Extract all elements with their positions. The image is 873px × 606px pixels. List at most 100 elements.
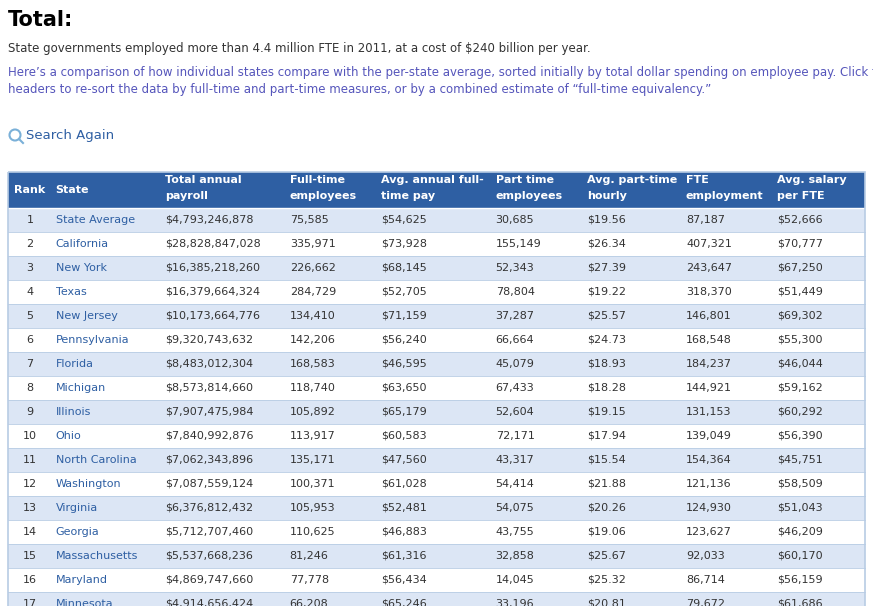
Text: $16,385,218,260: $16,385,218,260	[165, 263, 260, 273]
Text: 79,672: 79,672	[686, 599, 725, 606]
Text: 54,075: 54,075	[496, 503, 534, 513]
Text: $63,650: $63,650	[382, 383, 427, 393]
Text: FTE: FTE	[686, 175, 709, 185]
Text: 72,171: 72,171	[496, 431, 534, 441]
Text: $7,907,475,984: $7,907,475,984	[165, 407, 253, 417]
Text: 92,033: 92,033	[686, 551, 725, 561]
Text: 139,049: 139,049	[686, 431, 732, 441]
Text: $60,292: $60,292	[778, 407, 823, 417]
Text: $46,044: $46,044	[778, 359, 823, 369]
Bar	[8, 208, 865, 232]
Text: Georgia: Georgia	[56, 527, 100, 537]
Text: hourly: hourly	[588, 191, 627, 201]
Text: Texas: Texas	[56, 287, 86, 297]
Text: Search Again: Search Again	[26, 128, 114, 141]
Text: Rank: Rank	[14, 185, 45, 195]
Text: Washington: Washington	[56, 479, 121, 489]
Text: Michigan: Michigan	[56, 383, 106, 393]
Bar	[8, 472, 865, 496]
Text: $68,145: $68,145	[382, 263, 427, 273]
Text: State: State	[56, 185, 89, 195]
Bar	[8, 592, 865, 606]
Text: per FTE: per FTE	[778, 191, 825, 201]
Text: $19.06: $19.06	[588, 527, 626, 537]
Bar	[8, 400, 865, 424]
Text: Here’s a comparison of how individual states compare with the per-state average,: Here’s a comparison of how individual st…	[8, 66, 873, 96]
Bar	[8, 280, 865, 304]
Bar	[8, 352, 865, 376]
Text: 118,740: 118,740	[290, 383, 335, 393]
Text: $56,240: $56,240	[382, 335, 427, 345]
Text: $52,666: $52,666	[778, 215, 823, 225]
Text: $59,162: $59,162	[778, 383, 823, 393]
Text: 407,321: 407,321	[686, 239, 732, 249]
Text: 124,930: 124,930	[686, 503, 732, 513]
Text: $52,705: $52,705	[382, 287, 427, 297]
Text: 81,246: 81,246	[290, 551, 328, 561]
Text: North Carolina: North Carolina	[56, 455, 136, 465]
Text: $4,914,656,424: $4,914,656,424	[165, 599, 253, 606]
Text: 37,287: 37,287	[496, 311, 534, 321]
Text: 155,149: 155,149	[496, 239, 541, 249]
Text: $60,170: $60,170	[778, 551, 823, 561]
Text: Total annual: Total annual	[165, 175, 242, 185]
Text: 54,414: 54,414	[496, 479, 534, 489]
Text: $19.22: $19.22	[588, 287, 626, 297]
Bar	[8, 568, 865, 592]
Text: 4: 4	[26, 287, 33, 297]
Text: 123,627: 123,627	[686, 527, 732, 537]
Text: 144,921: 144,921	[686, 383, 732, 393]
Text: 52,604: 52,604	[496, 407, 534, 417]
Text: 6: 6	[26, 335, 33, 345]
Text: 184,237: 184,237	[686, 359, 732, 369]
Text: $4,869,747,660: $4,869,747,660	[165, 575, 253, 585]
Text: 11: 11	[23, 455, 37, 465]
Text: $56,390: $56,390	[778, 431, 823, 441]
Text: California: California	[56, 239, 109, 249]
Text: State governments employed more than 4.4 million FTE in 2011, at a cost of $240 : State governments employed more than 4.4…	[8, 42, 591, 55]
Bar	[8, 424, 865, 448]
Text: $47,560: $47,560	[382, 455, 427, 465]
Bar	[8, 376, 865, 400]
Text: State Average: State Average	[56, 215, 134, 225]
Text: Pennsylvania: Pennsylvania	[56, 335, 129, 345]
Text: $52,481: $52,481	[382, 503, 427, 513]
Text: employees: employees	[290, 191, 357, 201]
Text: $54,625: $54,625	[382, 215, 427, 225]
Text: $10,173,664,776: $10,173,664,776	[165, 311, 260, 321]
Text: $60,583: $60,583	[382, 431, 427, 441]
Text: $46,209: $46,209	[778, 527, 823, 537]
Text: $18.28: $18.28	[588, 383, 626, 393]
Text: $7,840,992,876: $7,840,992,876	[165, 431, 253, 441]
Text: $67,250: $67,250	[778, 263, 823, 273]
Text: $8,483,012,304: $8,483,012,304	[165, 359, 253, 369]
Text: 14: 14	[23, 527, 37, 537]
Text: $19.56: $19.56	[588, 215, 626, 225]
Text: 135,171: 135,171	[290, 455, 335, 465]
Text: $7,062,343,896: $7,062,343,896	[165, 455, 253, 465]
Text: 284,729: 284,729	[290, 287, 336, 297]
Text: $9,320,743,632: $9,320,743,632	[165, 335, 253, 345]
Text: $17.94: $17.94	[588, 431, 626, 441]
Text: 168,548: 168,548	[686, 335, 732, 345]
Text: Minnesota: Minnesota	[56, 599, 113, 606]
Bar	[8, 544, 865, 568]
Text: New York: New York	[56, 263, 107, 273]
Text: 67,433: 67,433	[496, 383, 534, 393]
Text: 335,971: 335,971	[290, 239, 335, 249]
Text: $56,434: $56,434	[382, 575, 427, 585]
Text: $25.32: $25.32	[588, 575, 626, 585]
Text: Full-time: Full-time	[290, 175, 345, 185]
Text: 243,647: 243,647	[686, 263, 732, 273]
Text: $56,159: $56,159	[778, 575, 823, 585]
Text: $15.54: $15.54	[588, 455, 626, 465]
Text: $46,595: $46,595	[382, 359, 427, 369]
Text: 105,892: 105,892	[290, 407, 335, 417]
Text: 43,317: 43,317	[496, 455, 534, 465]
Text: 134,410: 134,410	[290, 311, 335, 321]
Text: $7,087,559,124: $7,087,559,124	[165, 479, 253, 489]
Text: $25.57: $25.57	[588, 311, 626, 321]
Text: 66,664: 66,664	[496, 335, 534, 345]
Text: 10: 10	[23, 431, 37, 441]
Bar	[8, 232, 865, 256]
